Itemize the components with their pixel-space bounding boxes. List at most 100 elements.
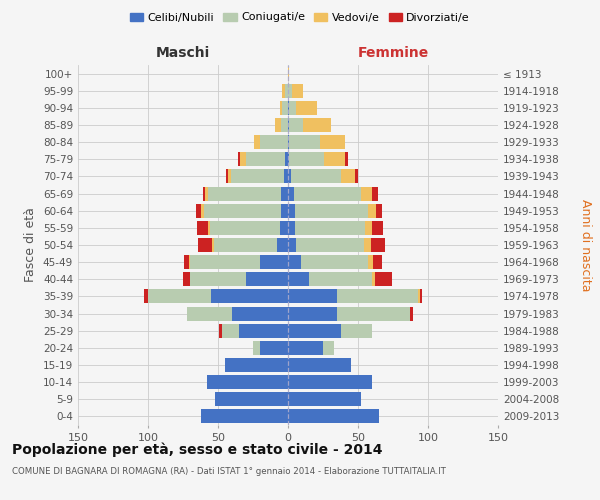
Bar <box>203 186 205 200</box>
Bar <box>222 324 239 338</box>
Y-axis label: Fasce di età: Fasce di età <box>25 208 37 282</box>
Bar <box>288 392 361 406</box>
Bar <box>284 170 288 183</box>
Bar <box>288 66 289 80</box>
Bar <box>341 324 372 338</box>
Bar <box>239 324 288 338</box>
Bar <box>253 341 260 355</box>
Bar <box>204 204 281 218</box>
Bar <box>295 204 368 218</box>
Bar <box>144 290 148 304</box>
Bar <box>296 101 317 115</box>
Bar <box>260 341 288 355</box>
Text: Popolazione per età, sesso e stato civile - 2014: Popolazione per età, sesso e stato civil… <box>12 442 383 457</box>
Bar <box>341 170 355 183</box>
Bar <box>289 118 304 132</box>
Bar <box>288 135 289 149</box>
Bar <box>288 170 291 183</box>
Bar <box>220 324 222 338</box>
Bar <box>190 272 246 286</box>
Bar <box>371 238 385 252</box>
Bar <box>288 204 295 218</box>
Bar <box>375 272 392 286</box>
Bar <box>289 135 320 149</box>
Bar <box>241 152 246 166</box>
Bar <box>288 152 289 166</box>
Bar <box>372 221 383 235</box>
Bar <box>292 84 304 98</box>
Bar <box>277 238 288 252</box>
Bar <box>320 135 346 149</box>
Bar <box>275 118 281 132</box>
Bar <box>288 341 323 355</box>
Bar <box>214 238 277 252</box>
Bar <box>205 186 208 200</box>
Bar <box>373 255 382 269</box>
Bar <box>337 290 418 304</box>
Bar <box>281 118 288 132</box>
Bar <box>201 410 288 424</box>
Bar <box>281 204 288 218</box>
Bar <box>372 272 375 286</box>
Bar <box>291 170 341 183</box>
Bar <box>225 358 288 372</box>
Bar <box>368 255 373 269</box>
Bar <box>368 204 376 218</box>
Bar <box>289 152 325 166</box>
Bar <box>208 186 281 200</box>
Bar <box>288 221 295 235</box>
Bar <box>288 101 289 115</box>
Bar <box>285 152 288 166</box>
Legend: Celibi/Nubili, Coniugati/e, Vedovi/e, Divorziati/e: Celibi/Nubili, Coniugati/e, Vedovi/e, Di… <box>125 8 475 27</box>
Bar <box>188 255 190 269</box>
Text: Femmine: Femmine <box>358 46 428 60</box>
Bar <box>301 255 368 269</box>
Bar <box>418 290 419 304</box>
Bar <box>201 204 204 218</box>
Bar <box>288 358 351 372</box>
Bar <box>288 410 379 424</box>
Bar <box>325 152 346 166</box>
Bar <box>197 221 208 235</box>
Bar <box>215 392 288 406</box>
Bar <box>372 186 377 200</box>
Bar <box>295 221 365 235</box>
Bar <box>280 101 283 115</box>
Bar <box>288 118 289 132</box>
Bar <box>288 238 296 252</box>
Bar <box>226 170 228 183</box>
Bar <box>419 290 422 304</box>
Bar <box>288 306 337 320</box>
Bar <box>283 84 285 98</box>
Bar <box>355 170 358 183</box>
Bar <box>288 186 293 200</box>
Bar <box>228 170 230 183</box>
Y-axis label: Anni di nascita: Anni di nascita <box>579 198 592 291</box>
Bar <box>285 84 288 98</box>
Bar <box>207 375 288 389</box>
Bar <box>184 255 188 269</box>
Bar <box>337 306 410 320</box>
Bar <box>254 135 260 149</box>
Bar <box>190 255 260 269</box>
Text: Maschi: Maschi <box>156 46 210 60</box>
Bar <box>208 221 209 235</box>
Bar <box>323 341 334 355</box>
Text: COMUNE DI BAGNARA DI ROMAGNA (RA) - Dati ISTAT 1° gennaio 2014 - Elaborazione TU: COMUNE DI BAGNARA DI ROMAGNA (RA) - Dati… <box>12 468 446 476</box>
Bar <box>232 306 288 320</box>
Bar <box>365 221 372 235</box>
Bar <box>246 152 285 166</box>
Bar <box>187 306 232 320</box>
Bar <box>376 204 382 218</box>
Bar <box>148 290 211 304</box>
Bar <box>288 272 309 286</box>
Bar <box>296 238 364 252</box>
Bar <box>230 170 284 183</box>
Bar <box>260 255 288 269</box>
Bar <box>209 221 280 235</box>
Bar <box>212 238 214 252</box>
Bar <box>199 238 212 252</box>
Bar <box>288 324 341 338</box>
Bar <box>211 290 288 304</box>
Bar <box>309 272 372 286</box>
